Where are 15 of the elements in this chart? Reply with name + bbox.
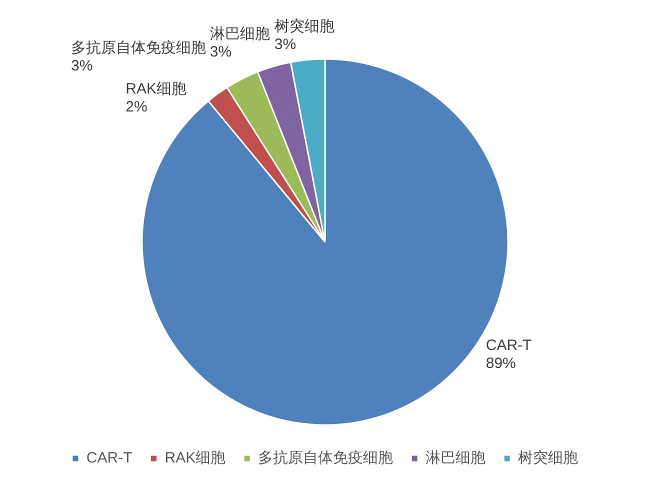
slice-label: 树突细胞	[274, 18, 334, 36]
slice-label: RAK细胞	[126, 80, 186, 98]
data-label: 2%	[126, 98, 148, 116]
legend-label: RAK细胞	[164, 450, 226, 467]
data-label: 89%	[486, 354, 516, 372]
slice-label: 多抗原自体免疫细胞	[71, 40, 206, 57]
data-label: 3%	[71, 58, 93, 75]
legend-label: CAR-T	[86, 450, 132, 467]
legend-label: 淋巴细胞	[426, 450, 486, 467]
slice-label: CAR-T	[486, 336, 532, 354]
slice-label: 淋巴细胞	[210, 25, 270, 42]
legend-label: 树突细胞	[518, 450, 578, 467]
data-label: 3%	[210, 43, 232, 60]
legend-label: 多抗原自体免疫细胞	[258, 450, 394, 467]
data-label: 3%	[274, 36, 296, 54]
